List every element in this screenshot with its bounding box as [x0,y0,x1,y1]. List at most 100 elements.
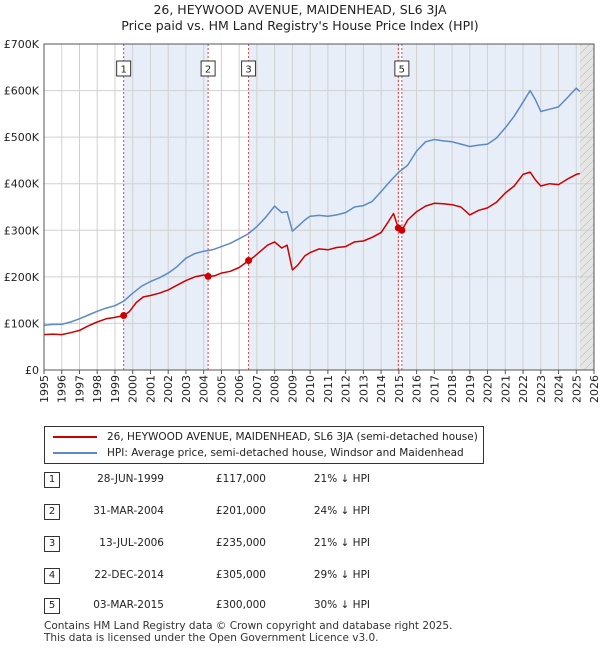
future-hatch [579,44,591,55]
future-hatch [580,8,594,22]
x-tick-label: 2000 [127,375,140,403]
footer-line1: Contains HM Land Registry data © Crown c… [44,620,453,632]
x-tick-label: 1997 [73,375,86,403]
future-hatch [583,359,595,370]
future-hatch [579,319,595,335]
future-hatch [579,127,595,143]
x-tick-label: 2016 [411,375,424,403]
sale-marker-label: 5 [399,65,405,76]
x-tick-label: 2010 [304,375,317,403]
future-hatch [580,0,594,6]
x-tick-label: 2011 [322,375,335,403]
future-hatch [579,215,595,231]
x-tick-label: 1998 [91,375,104,403]
future-hatch [579,79,595,95]
sale-marker-label: 1 [120,65,126,76]
sale-date: 28-JUN-1999 [97,473,164,485]
x-tick-label: 2019 [464,375,477,403]
legend-swatch-property [53,436,97,438]
future-hatch [579,87,595,103]
sale-date: 03-MAR-2015 [93,599,164,611]
future-hatch [579,111,595,127]
ownership-band [401,44,580,370]
future-hatch [579,207,595,223]
series-line-hpi [43,87,581,327]
future-hatch [579,183,595,199]
future-hatch [579,335,595,351]
plot-frame [43,43,595,371]
chart-legend: 26, HEYWOOD AVENUE, MAIDENHEAD, SL6 3JA … [44,426,484,464]
y-tick-label: £200K [4,271,40,284]
ownership-band [123,44,209,370]
x-tick-label: 2009 [286,375,299,403]
sale-point [120,312,128,320]
x-tick-label: 2017 [428,375,441,403]
future-hatch [579,159,595,175]
sale-date: 31-MAR-2004 [93,505,164,517]
y-tick-label: £700K [4,38,40,51]
sale-date: 13-JUL-2006 [99,537,164,549]
future-hatch [579,231,595,247]
x-tick-label: 1999 [109,375,122,403]
future-hatch [580,16,594,30]
table-row: 5 03-MAR-2015 £300,000 30% ↓ HPI [0,596,600,616]
x-tick-label: 2018 [446,375,459,403]
future-hatch [580,0,594,14]
sale-marker-box [200,60,216,77]
x-tick-label: 2006 [233,375,246,403]
y-tick-label: £0 [25,364,39,377]
x-tick-label: 2015 [393,375,406,403]
x-tick-label: 2024 [553,375,566,403]
series-line-property [43,171,580,336]
sale-number-badge: 4 [44,568,60,584]
sale-hpi-diff: 24% ↓ HPI [313,505,370,517]
legend-swatch-hpi [53,452,97,454]
sale-hpi-diff: 21% ↓ HPI [313,537,370,549]
future-hatch [579,295,595,311]
legend-item-hpi: HPI: Average price, semi-detached house,… [53,445,464,461]
future-hatch [579,351,595,367]
sale-number-badge: 3 [44,536,60,552]
future-hatch [579,143,595,159]
table-row: 2 31-MAR-2004 £201,000 24% ↓ HPI [0,502,600,522]
legend-item-property: 26, HEYWOOD AVENUE, MAIDENHEAD, SL6 3JA … [53,429,478,445]
sale-point [245,257,253,265]
x-tick-label: 2025 [570,375,583,403]
future-hatch [579,287,595,303]
future-hatch [579,119,595,135]
footer-line2: This data is licensed under the Open Gov… [44,632,379,644]
future-hatch [579,255,595,271]
y-tick-label: £100K [4,317,40,330]
sale-marker-box [116,60,132,77]
sale-hpi-diff: 30% ↓ HPI [313,599,370,611]
sale-hpi-diff: 21% ↓ HPI [313,473,370,485]
legend-label-property: 26, HEYWOOD AVENUE, MAIDENHEAD, SL6 3JA … [107,431,478,443]
x-tick-label: 2013 [357,375,370,403]
sale-number-badge: 2 [44,504,60,520]
future-hatch [579,151,595,167]
x-tick-label: 2020 [482,375,495,403]
y-tick-label: £400K [4,178,40,191]
x-tick-label: 2008 [269,375,282,403]
sale-marker-label: 2 [205,65,211,76]
future-hatch [579,135,595,151]
future-hatch [579,303,595,319]
y-tick-label: £300K [4,224,40,237]
y-tick-label: £600K [4,85,40,98]
sale-price: £300,000 [215,599,266,611]
x-tick-label: 2021 [499,375,512,403]
future-hatch [579,223,595,239]
sale-marker-box [241,60,257,77]
future-hatch [579,311,595,327]
future-hatch [579,191,595,207]
x-tick-label: 2026 [588,375,600,403]
x-tick-label: 2012 [340,375,353,403]
legend-label-hpi: HPI: Average price, semi-detached house,… [107,447,464,459]
sale-price: £201,000 [215,505,266,517]
table-row: 4 22-DEC-2014 £305,000 29% ↓ HPI [0,566,600,586]
future-hatch [579,47,595,63]
future-hatch [579,247,595,263]
x-tick-label: 1996 [56,375,69,403]
x-tick-label: 2014 [375,375,388,403]
price-chart: 1 2 3 5 £0 £100K £200K £300K £400K £500K £600K £700… [4,0,600,403]
